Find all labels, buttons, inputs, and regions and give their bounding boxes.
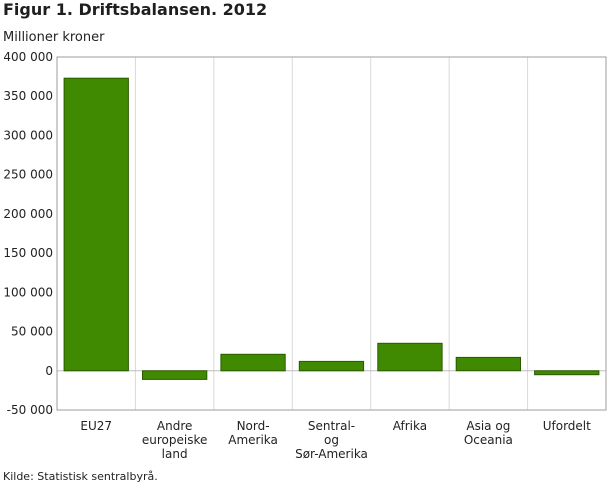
y-tick-label: 50 000	[11, 325, 53, 339]
y-tick-label: -50 000	[7, 403, 53, 417]
y-tick-label: 200 000	[3, 207, 53, 221]
x-tick-label: Nord-Amerika	[228, 419, 278, 447]
x-tick-label: Sentral-og Sør-Amerika	[295, 419, 368, 461]
x-tick-label: Ufordelt	[543, 419, 591, 433]
bar	[142, 370, 208, 380]
y-tick-label: 100 000	[3, 285, 53, 299]
x-tick-label: Andre europeiske land	[142, 419, 208, 461]
plot-border	[56, 56, 607, 411]
x-tick-label: Asia og Oceania	[464, 419, 513, 447]
grid-lines	[57, 57, 606, 410]
x-tick-label: EU27	[80, 419, 112, 433]
plot-frame	[56, 56, 607, 411]
y-tick-label: 350 000	[3, 89, 53, 103]
bar	[534, 370, 600, 376]
chart-title: Figur 1. Driftsbalansen. 2012	[3, 0, 268, 19]
bar	[298, 360, 365, 372]
y-tick-label: 300 000	[3, 128, 53, 142]
y-tick-label: 250 000	[3, 168, 53, 182]
x-tick-label: Afrika	[393, 419, 427, 433]
y-tick-label: 150 000	[3, 246, 53, 260]
bars	[63, 77, 600, 380]
bar	[377, 342, 443, 372]
x-tick-labels: EU27 Andre europeiske land Nord-Amerika Sentr…	[80, 419, 591, 461]
y-axis-label: Millioner kroner	[3, 30, 105, 45]
y-tick-label: 0	[45, 364, 53, 378]
bar	[63, 77, 129, 372]
bar	[220, 353, 286, 372]
y-tick-label: 400 000	[3, 50, 53, 64]
source-note: Kilde: Statistisk sentralbyrå.	[3, 470, 158, 483]
y-tick-labels: -50 000 0 50 000 100 000 150 000 200 000 250 0…	[3, 50, 53, 417]
bar	[455, 356, 522, 372]
